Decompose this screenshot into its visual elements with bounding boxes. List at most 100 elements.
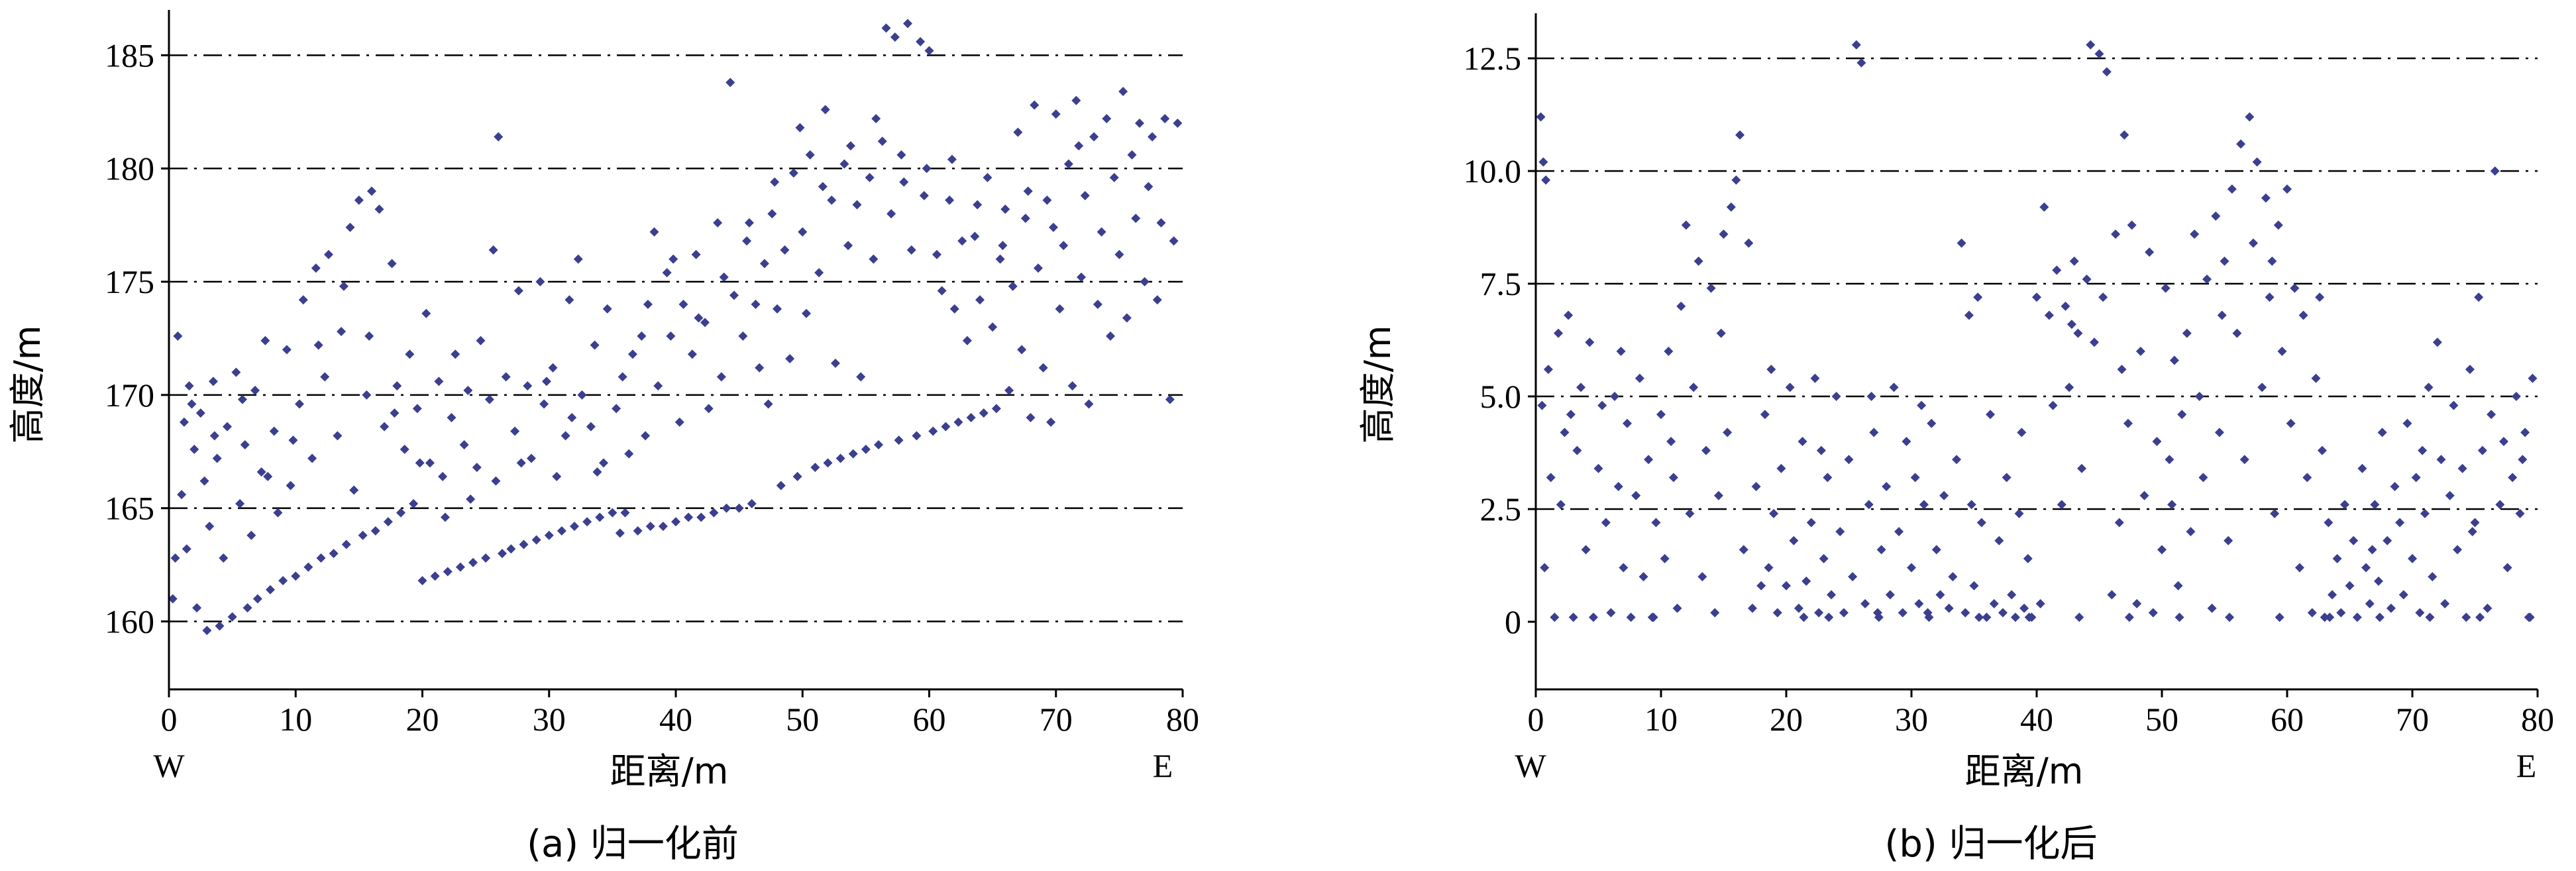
panel-b-y-tick-label: 10.0 <box>1464 152 1522 190</box>
panel-b-data-point <box>2467 527 2477 536</box>
panel-a-data-point <box>246 530 256 540</box>
panel-a-data-point <box>1074 141 1084 150</box>
panel-a-data-point <box>1084 399 1094 409</box>
panel-b-after-normalization: 0 2.5 5.0 7.5 10.0 12.5 0 10 20 30 40 50 60 70 80 高度/… <box>1357 13 2554 866</box>
panel-b-data-point <box>1864 500 1874 510</box>
panel-a-data-point <box>886 209 896 219</box>
panel-b-data-point <box>1889 382 1899 392</box>
panel-b-data-point <box>1789 536 1799 546</box>
panel-b-data-point <box>1931 545 1941 555</box>
panel-a-data-point <box>852 200 862 209</box>
panel-a-data-point <box>916 36 926 46</box>
panel-b-data-point <box>1964 310 1974 320</box>
panel-b-data-point <box>1622 418 1632 428</box>
panel-a-data-point <box>250 386 260 395</box>
panel-b-data-point <box>2357 463 2367 473</box>
panel-b-data-point <box>2086 40 2096 50</box>
panel-a-data-point <box>567 413 577 422</box>
panel-b-data-point <box>1814 608 1824 618</box>
panel-a-data-point <box>945 196 955 205</box>
panel-a-data-point <box>434 377 444 386</box>
panel-a-data-point <box>282 345 292 355</box>
panel-b-data-point <box>1631 491 1641 500</box>
panel-b-data-point <box>1706 283 1716 293</box>
panel-a-data-point <box>941 422 951 432</box>
panel-b-data-point <box>1772 608 1782 618</box>
panel-b-data-point <box>1827 590 1837 600</box>
panel-a-data-point <box>333 431 343 441</box>
panel-a-data-point <box>494 132 504 142</box>
panel-b-data-point <box>1939 491 1949 500</box>
panel-a-data-point <box>928 426 938 436</box>
panel-a-data-point <box>412 404 422 414</box>
panel-b-data-point <box>2290 283 2300 293</box>
panel-b-data-point <box>2182 328 2192 338</box>
panel-b-y-tick-label: 2.5 <box>1480 491 1522 528</box>
panel-a-data-point <box>696 512 706 522</box>
panel-a-data-point <box>776 481 786 491</box>
panel-b-data-point <box>1619 563 1629 573</box>
panel-a-data-point <box>713 218 723 228</box>
panel-b-data-point <box>2483 603 2493 613</box>
panel-a-data-point <box>902 19 912 29</box>
panel-b-data-point <box>2220 257 2229 266</box>
panel-b-data-point <box>1537 400 1547 410</box>
panel-b-data-point <box>1819 553 1829 563</box>
panel-b-data-point <box>2390 482 2400 491</box>
panel-b-data-point <box>2352 612 2362 622</box>
panel-b-data-point <box>2074 612 2084 622</box>
panel-b-data-point <box>1556 500 1566 510</box>
panel-a-data-point <box>653 381 663 391</box>
panel-a-data-point <box>602 304 612 314</box>
panel-b-data-point <box>1994 536 2004 546</box>
panel-a-data-point <box>531 535 541 545</box>
panel-b-data-point <box>1581 545 1591 555</box>
panel-b-data-point <box>2257 382 2267 392</box>
panel-b-data-point <box>2010 612 2020 622</box>
panel-a-data-point <box>374 204 384 214</box>
panel-b-data-point <box>2511 392 2521 401</box>
panel-b-data-point <box>1554 328 1564 338</box>
panel-a-data-point <box>451 349 460 359</box>
panel-a-data-point <box>1026 413 1036 422</box>
panel-b-data-point <box>1882 482 1892 491</box>
panel-b-data-point <box>1876 545 1886 555</box>
panel-a-data-point <box>835 453 845 463</box>
panel-a-data-point <box>671 517 680 527</box>
panel-b-data-point <box>1744 238 1754 248</box>
panel-a-data-point <box>208 377 218 386</box>
panel-b-data-point <box>1572 445 1582 455</box>
panel-b-data-point <box>2194 392 2204 401</box>
panel-b-data-point <box>2470 518 2480 528</box>
panel-b-data-point <box>1769 508 1779 518</box>
panel-a-data-point <box>1148 132 1157 142</box>
panel-b-data-point <box>1806 518 1816 528</box>
panel-a-x-tick-label: 80 <box>1166 701 1199 738</box>
panel-a-data-point <box>763 399 773 409</box>
panel-a-data-point <box>662 268 672 278</box>
panel-b-data-point <box>1885 590 1895 600</box>
panel-b-data-point <box>2270 508 2280 518</box>
panel-b-data-point <box>2415 608 2425 618</box>
panel-b-data-point <box>1689 382 1699 392</box>
panel-b-data-point <box>2395 518 2405 528</box>
panel-a-data-point <box>612 404 621 414</box>
panel-b-data-point <box>2265 292 2275 302</box>
panel-b-data-point <box>2048 400 2058 410</box>
panel-a-data-point <box>405 349 415 359</box>
panel-a-data-point <box>1042 196 1052 205</box>
panel-a-data-point <box>510 426 520 436</box>
panel-a-data-point <box>645 522 655 531</box>
panel-b-data-point <box>1543 365 1553 375</box>
panel-b-data-point <box>2174 612 2184 622</box>
panel-b-data-point <box>2425 612 2435 622</box>
panel-a-data-point <box>919 191 929 201</box>
panel-b-data-point <box>2440 599 2450 609</box>
panel-a-data-point <box>687 349 697 359</box>
panel-b-data-point <box>2408 553 2417 563</box>
panel-a-data-point <box>709 508 719 518</box>
panel-a-data-point <box>1059 241 1069 251</box>
panel-b-data-point <box>2328 590 2337 600</box>
panel-b-data-point <box>1866 392 1876 401</box>
